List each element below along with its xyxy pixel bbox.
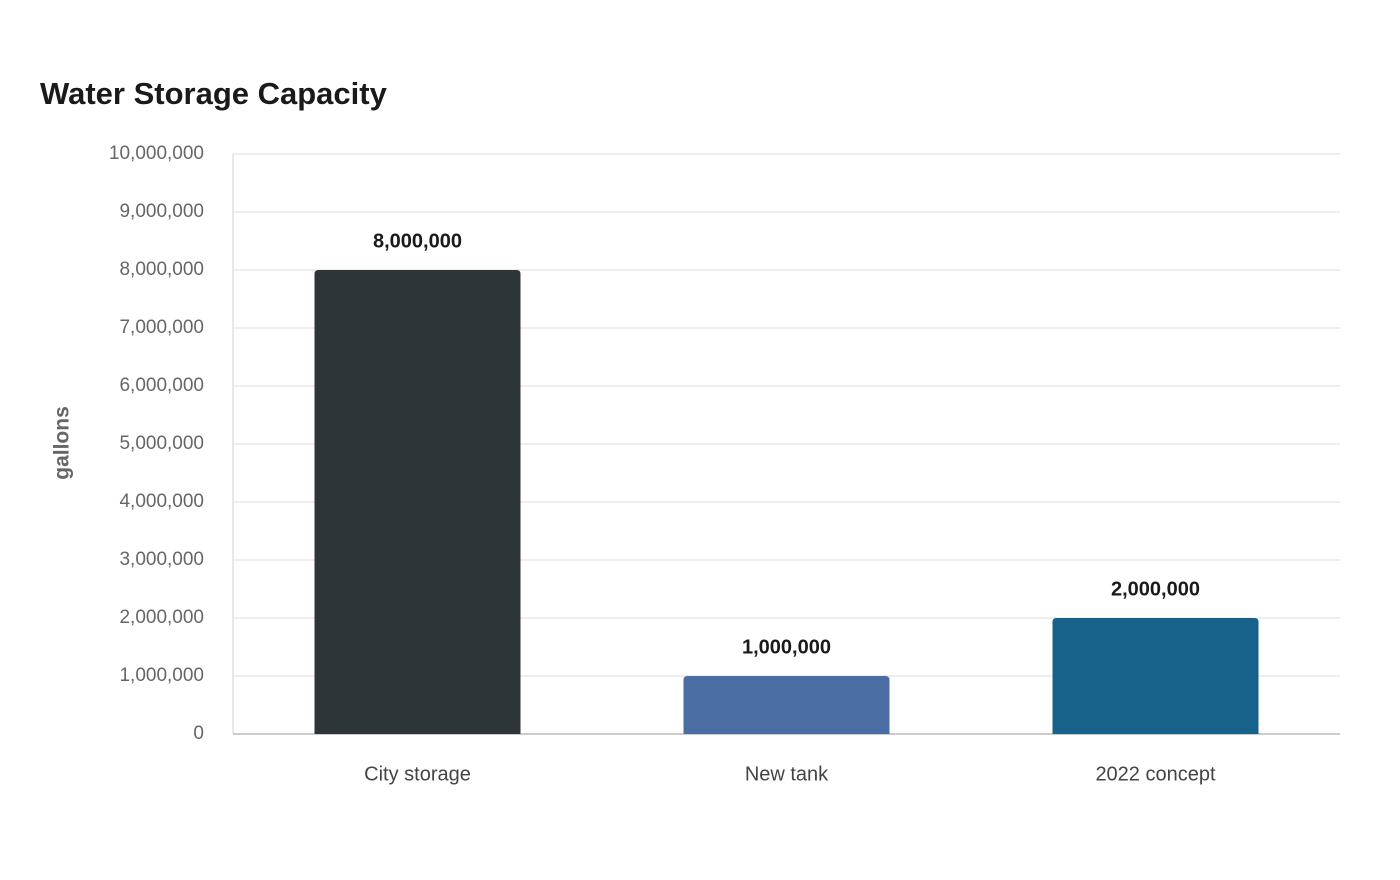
- y-tick-label: 1,000,000: [119, 665, 204, 686]
- y-tick-label: 4,000,000: [119, 491, 204, 512]
- y-tick-label: 0: [193, 723, 204, 744]
- x-tick-label: New tank: [745, 763, 829, 785]
- data-label: 1,000,000: [742, 636, 831, 658]
- bar: [1052, 618, 1259, 734]
- chart-title: Water Storage Capacity: [40, 76, 388, 111]
- bar: [683, 676, 890, 734]
- y-tick-label: 2,000,000: [119, 607, 204, 628]
- y-tick-label: 7,000,000: [119, 317, 204, 338]
- data-label: 2,000,000: [1111, 578, 1200, 600]
- y-axis-label: gallons: [51, 406, 74, 480]
- y-tick-label: 9,000,000: [119, 201, 204, 222]
- y-tick-label: 3,000,000: [119, 549, 204, 570]
- data-label: 8,000,000: [373, 230, 462, 252]
- y-tick-label: 5,000,000: [119, 433, 204, 454]
- y-tick-label: 6,000,000: [119, 375, 204, 396]
- y-tick-label: 8,000,000: [119, 259, 204, 280]
- x-tick-label: 2022 concept: [1095, 763, 1216, 785]
- y-tick-label: 10,000,000: [109, 143, 204, 164]
- x-tick-label: City storage: [364, 763, 471, 785]
- bar: [314, 270, 521, 734]
